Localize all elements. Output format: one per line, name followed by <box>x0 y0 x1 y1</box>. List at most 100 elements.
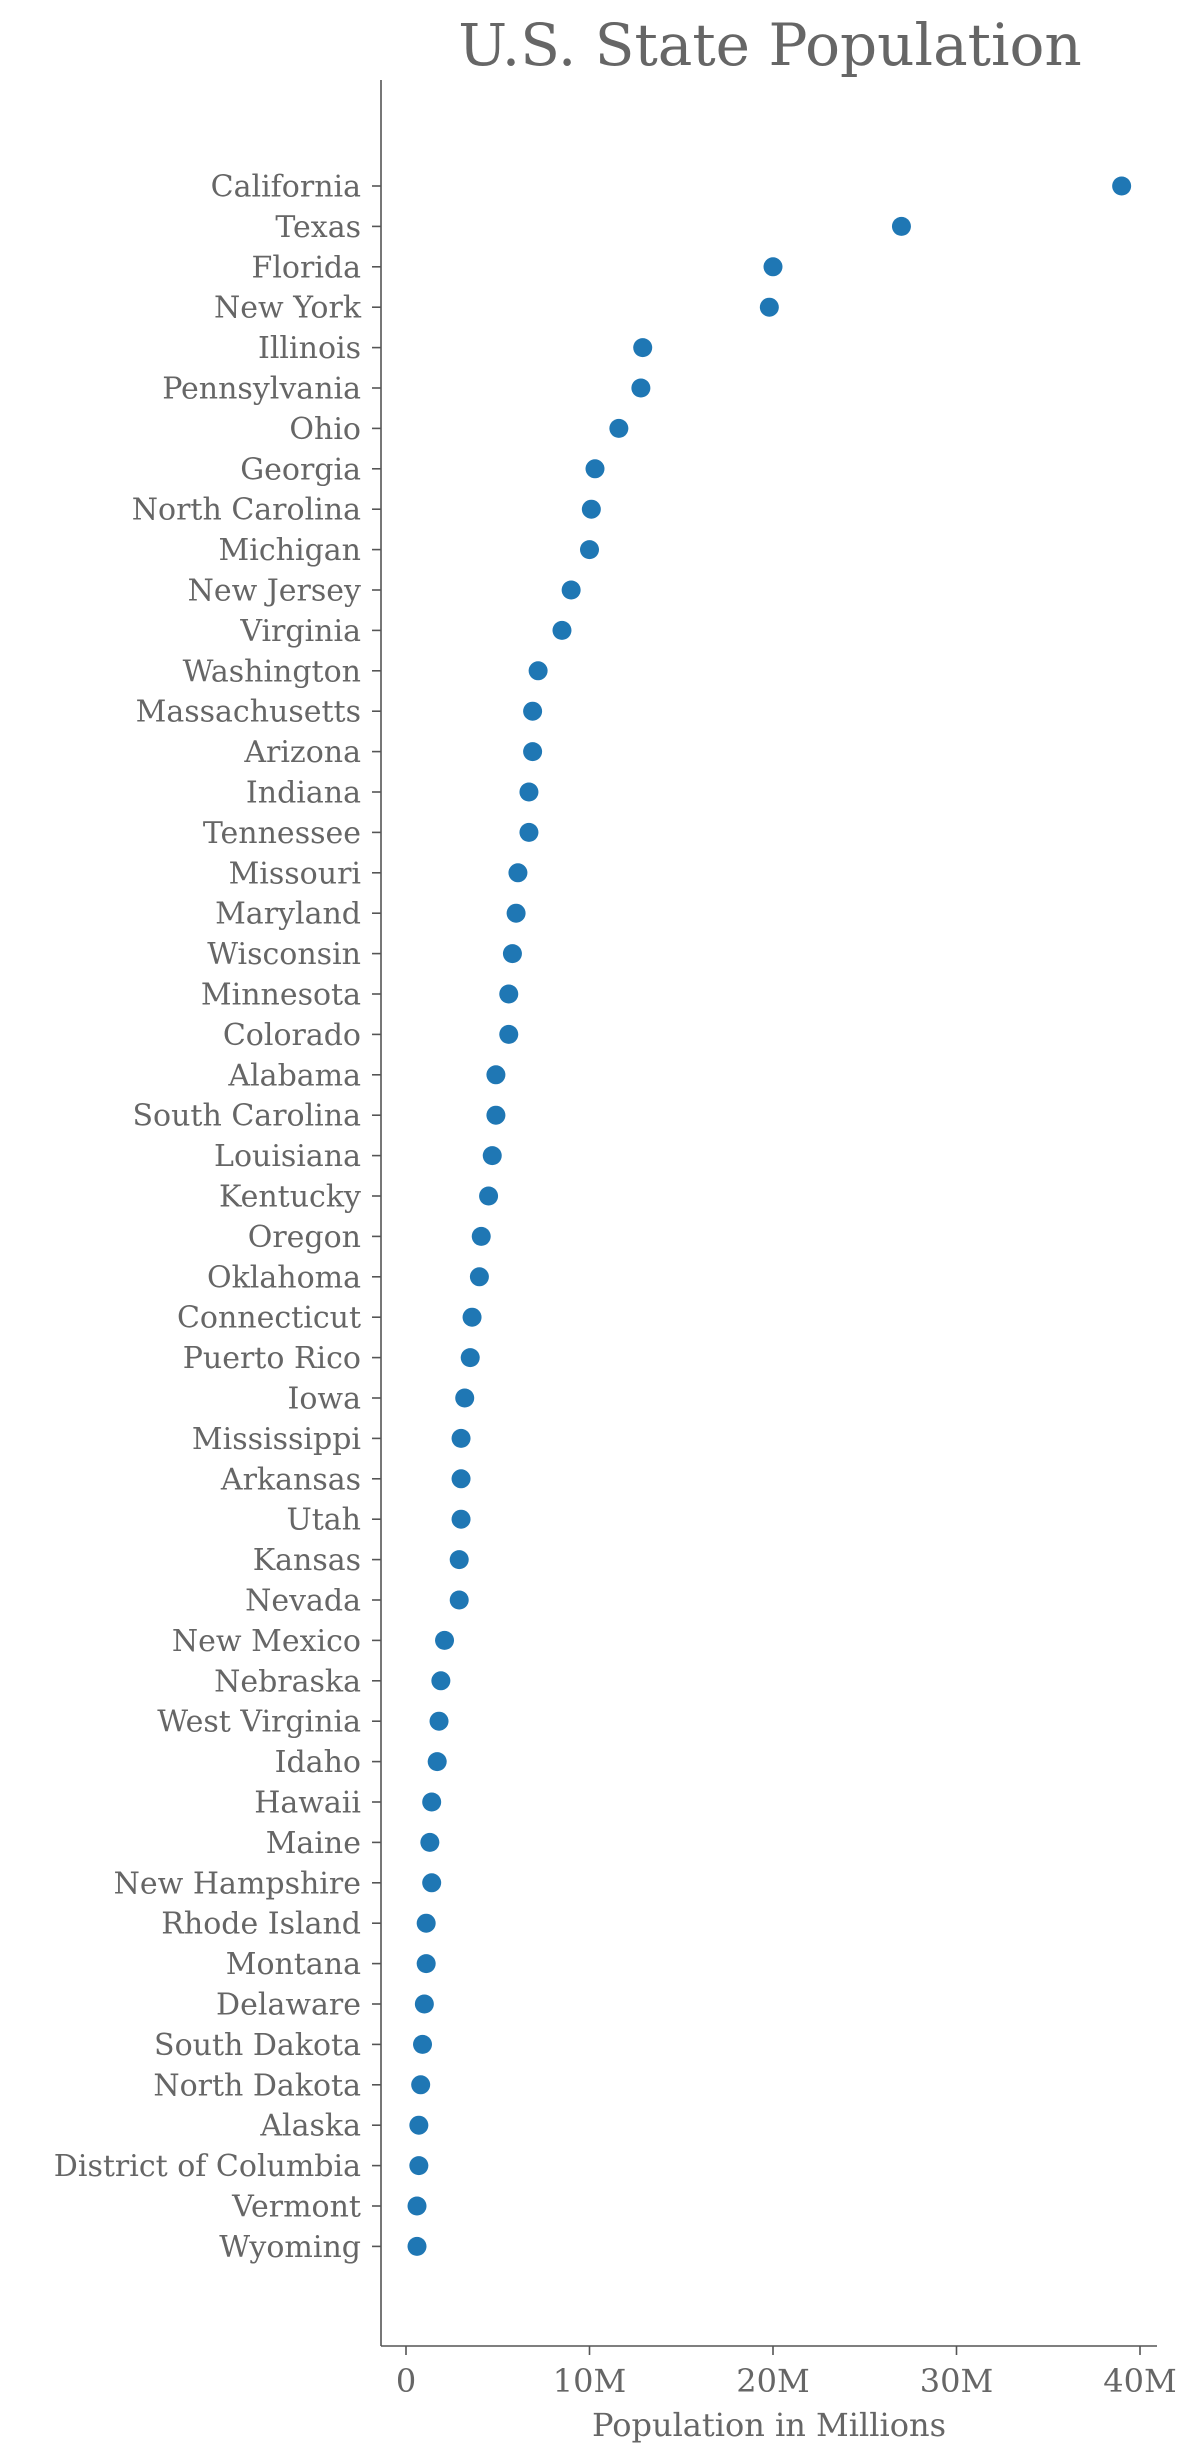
data-point <box>482 1146 502 1166</box>
y-tick-label: Hawaii <box>254 1786 361 1821</box>
data-point <box>471 1226 491 1246</box>
y-tick-label: Kansas <box>253 1543 361 1578</box>
y-tick-label: Massachusetts <box>136 695 361 730</box>
data-point <box>633 338 653 358</box>
data-point <box>407 2196 427 2216</box>
y-tick-label: Vermont <box>231 2190 361 2225</box>
y-tick-label: Indiana <box>246 776 361 811</box>
data-point <box>585 459 605 479</box>
data-point <box>462 1307 482 1327</box>
data-point <box>449 1590 469 1610</box>
y-tick-label: Wisconsin <box>207 937 361 972</box>
y-tick-label: District of Columbia <box>54 2149 361 2184</box>
data-point <box>609 418 629 438</box>
data-points <box>407 176 1132 2256</box>
data-point <box>763 257 783 277</box>
y-tick-label: Oklahoma <box>207 1260 361 1295</box>
y-tick-labels: California Texas Florida New York Illinois Pe… <box>54 170 381 2265</box>
y-tick-label: Florida <box>252 250 362 285</box>
x-axis-label: Population in Millions <box>592 2406 946 2444</box>
y-tick-label: Mississippi <box>192 1422 361 1457</box>
data-point <box>1112 176 1132 196</box>
y-tick-label: North Carolina <box>132 493 361 528</box>
data-point <box>523 742 543 762</box>
data-point <box>561 580 581 600</box>
data-point <box>409 2115 429 2135</box>
y-tick-label: Puerto Rico <box>183 1341 361 1376</box>
data-point <box>414 1994 434 2014</box>
data-point <box>499 1024 519 1044</box>
y-tick-label: Texas <box>275 210 361 245</box>
data-point <box>416 1913 436 1933</box>
y-tick-label: South Carolina <box>133 1099 362 1134</box>
x-tick-label: 30M <box>920 2362 993 2400</box>
y-tick-label: Arkansas <box>220 1462 361 1497</box>
data-point <box>469 1267 489 1287</box>
x-ticks: 0 10M 20M 30M 40M <box>396 2346 1177 2400</box>
data-point <box>449 1550 469 1570</box>
data-point <box>631 378 651 398</box>
y-tick-label: Arizona <box>243 735 361 770</box>
data-point <box>451 1428 471 1448</box>
data-point <box>552 620 572 640</box>
data-point <box>502 944 522 964</box>
data-point <box>519 822 539 842</box>
data-point <box>413 2034 433 2054</box>
y-tick-label: Connecticut <box>177 1301 361 1336</box>
data-point <box>523 701 543 721</box>
data-point <box>891 216 911 236</box>
data-point <box>429 1711 449 1731</box>
y-tick-label: Alabama <box>227 1058 361 1093</box>
x-tick-label: 40M <box>1103 2362 1176 2400</box>
y-tick-label: Ohio <box>289 412 361 447</box>
y-tick-label: Idaho <box>275 1745 361 1780</box>
data-point <box>451 1509 471 1529</box>
y-tick-label: Nevada <box>245 1584 361 1619</box>
y-tick-label: California <box>211 170 361 205</box>
data-point <box>499 984 519 1004</box>
data-point <box>486 1105 506 1125</box>
data-point <box>451 1469 471 1489</box>
y-tick-label: Michigan <box>219 533 361 568</box>
data-point <box>416 1954 436 1974</box>
data-point <box>759 297 779 317</box>
y-tick-label: West Virginia <box>157 1705 361 1740</box>
data-point <box>435 1630 455 1650</box>
y-tick-label: New Jersey <box>188 574 361 609</box>
y-tick-label: Utah <box>286 1503 361 1538</box>
y-tick-label: Pennsylvania <box>162 372 361 407</box>
data-point <box>519 782 539 802</box>
data-point <box>422 1792 442 1812</box>
x-tick-label: 0 <box>396 2362 416 2400</box>
y-tick-label: Illinois <box>258 331 361 366</box>
data-point <box>407 2236 427 2256</box>
y-tick-label: Tennessee <box>203 816 361 851</box>
y-tick-label: Montana <box>226 1947 361 1982</box>
y-tick-label: Rhode Island <box>161 1907 361 1942</box>
y-tick-label: Colorado <box>223 1018 361 1053</box>
data-point <box>411 2075 431 2095</box>
x-tick-label: 10M <box>553 2362 626 2400</box>
y-tick-label: South Dakota <box>154 2028 361 2063</box>
data-point <box>528 661 548 681</box>
y-tick-label: Delaware <box>216 1988 361 2023</box>
data-point <box>455 1388 475 1408</box>
y-tick-label: New Mexico <box>172 1624 361 1659</box>
y-tick-label: New York <box>214 291 362 326</box>
data-point <box>431 1671 451 1691</box>
y-tick-label: New Hampshire <box>114 1866 361 1901</box>
y-tick-label: Washington <box>183 654 361 689</box>
y-tick-label: Wyoming <box>219 2230 361 2265</box>
data-point <box>580 540 599 560</box>
data-point <box>479 1186 499 1206</box>
x-tick-label: 20M <box>736 2362 809 2400</box>
y-tick-label: Kentucky <box>219 1180 361 1215</box>
y-tick-label: Maryland <box>215 897 361 932</box>
data-point <box>460 1348 480 1368</box>
data-point <box>508 863 528 883</box>
data-point <box>420 1832 440 1852</box>
y-tick-label: Iowa <box>288 1382 362 1417</box>
data-point <box>427 1752 447 1772</box>
data-point <box>422 1873 442 1893</box>
